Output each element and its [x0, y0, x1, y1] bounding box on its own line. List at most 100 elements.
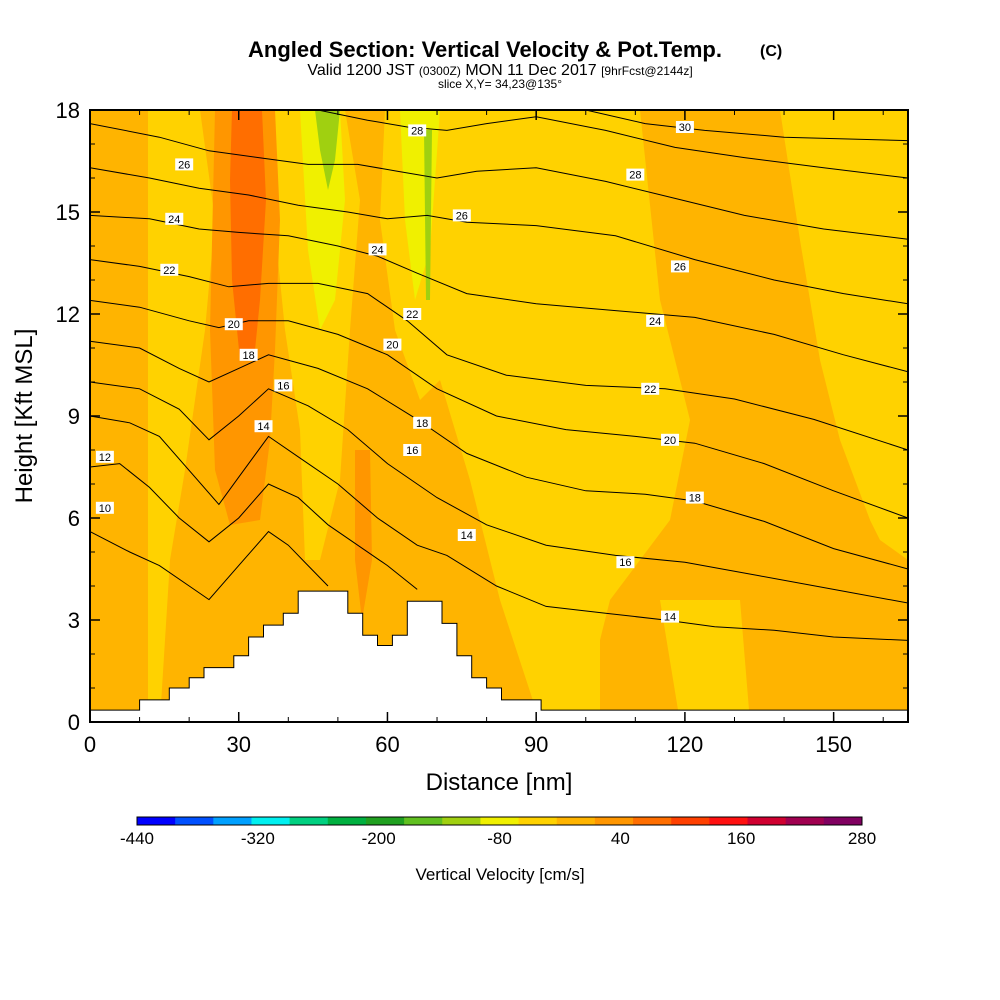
contour-label-bg	[403, 308, 422, 320]
field-band-orange-right	[640, 110, 870, 560]
contour-label: 22	[641, 382, 660, 396]
contour-label-bg	[165, 212, 184, 225]
theta-contour-line	[585, 110, 908, 142]
y-tick-label: 9	[68, 404, 80, 429]
x-tick-label: 150	[815, 732, 852, 757]
colorbar-swatch	[442, 817, 481, 825]
contour-label: 16	[616, 556, 635, 569]
contour-label-text: 30	[679, 122, 691, 134]
contour-label-text: 18	[689, 493, 701, 505]
colorbar-frame	[136, 816, 863, 826]
contour-label-bg	[383, 338, 402, 351]
colorbar-swatch	[747, 817, 787, 825]
x-tick-label: 60	[375, 732, 399, 757]
contour-label: 26	[670, 260, 689, 273]
contour-label: 24	[165, 212, 184, 226]
contour-label-text: 26	[674, 261, 686, 273]
colorbar: -440 -320 -200 -80 40 160 280	[120, 816, 876, 848]
colorbar-swatch	[823, 817, 863, 825]
y-axis-ticks: 0 3 6 9 12 15 18	[56, 98, 908, 735]
contour-label-text: 24	[649, 316, 661, 328]
chart-unit-tag: (C)	[760, 43, 782, 60]
colorbar-tick-label: 40	[611, 829, 630, 848]
contour-label-text: 14	[461, 530, 473, 542]
chart-subtitle: Valid 1200 JST (0300Z) MON 11 Dec 2017 […	[307, 62, 692, 79]
contour-label-bg	[457, 529, 476, 541]
contour-label-text: 26	[178, 159, 190, 171]
colorbar-tick-label: 280	[848, 829, 876, 848]
contour-label: 28	[408, 124, 427, 137]
field-band-yellow-left	[148, 110, 215, 720]
contour-label: 28	[626, 168, 645, 182]
field-band-red	[230, 110, 266, 360]
contour-label-bg	[95, 450, 114, 463]
contour-label-text: 16	[277, 380, 289, 392]
theta-contours	[90, 110, 908, 641]
contour-label-bg	[403, 444, 422, 456]
y-tick-label: 15	[56, 200, 80, 225]
colorbar-swatch	[404, 817, 443, 825]
x-tick-label: 30	[226, 732, 250, 757]
contour-label-bg	[368, 243, 387, 256]
theta-contour-line	[90, 214, 908, 373]
colorbar-swatch	[175, 817, 214, 825]
x-tick-label: 90	[524, 732, 548, 757]
theta-contour-line	[90, 530, 329, 601]
x-tick-label: 120	[667, 732, 704, 757]
field-band-orange-low	[355, 450, 372, 620]
contour-label-bg	[254, 420, 273, 433]
contour-label-bg	[175, 158, 194, 171]
contour-label-text: 18	[243, 350, 255, 362]
theta-contour-line	[90, 463, 418, 590]
y-tick-label: 12	[56, 302, 80, 327]
contour-label-bg	[224, 318, 243, 331]
colorbar-swatch	[671, 817, 710, 825]
contour-label: 20	[661, 433, 680, 447]
contour-label-text: 22	[644, 384, 656, 396]
contour-label-bg	[675, 121, 694, 133]
contour-label: 20	[383, 338, 402, 352]
contour-label-text: 26	[456, 210, 468, 222]
terrain-mask	[89, 590, 909, 723]
contour-label-text: 24	[371, 244, 383, 256]
contour-label-bg	[239, 348, 258, 361]
contour-label: 18	[413, 416, 432, 430]
x-axis-ticks: 0 30 60 90 120 150	[84, 110, 884, 757]
y-tick-label: 18	[56, 98, 80, 123]
colorbar-tick-label: -80	[487, 829, 512, 848]
contour-label: 18	[239, 348, 258, 362]
chart-title: Angled Section: Vertical Velocity & Pot.…	[248, 37, 722, 62]
contour-label-text: 12	[99, 452, 111, 464]
contour-label-text: 20	[386, 340, 398, 352]
contour-label-bg	[641, 382, 660, 395]
contour-label-bg	[626, 168, 645, 181]
contour-label-text: 28	[411, 125, 423, 137]
contour-label: 26	[175, 158, 194, 171]
contour-label: 14	[457, 529, 476, 542]
contour-label-text: 22	[163, 265, 175, 277]
contour-label-text: 10	[99, 503, 111, 515]
contour-label: 22	[160, 263, 179, 277]
x-axis-label: Distance [nm]	[426, 769, 573, 796]
contour-label-bg	[670, 260, 689, 273]
contour-label: 16	[274, 379, 293, 392]
colorbar-swatch	[633, 817, 672, 825]
contour-label-bg	[95, 501, 114, 514]
colorbar-tick-label: 160	[727, 829, 755, 848]
theta-contour-line	[90, 381, 908, 604]
colorbar-swatch	[556, 817, 596, 825]
colorbar-swatch	[251, 817, 291, 825]
contour-label-bg	[661, 433, 680, 446]
contour-label-text: 14	[664, 612, 676, 624]
valid-prefix: Valid 1200 JST	[307, 62, 415, 79]
theta-contour-line	[90, 259, 908, 451]
theta-contour-line	[90, 299, 908, 519]
contour-label-bg	[160, 263, 179, 276]
contour-label-text: 20	[228, 319, 240, 331]
forecast-tag: [9hrFcst@2144z]	[601, 64, 693, 78]
contour-label: 24	[646, 314, 665, 328]
contour-label-text: 16	[406, 445, 418, 457]
colorbar-label: Vertical Velocity [cm/s]	[415, 865, 584, 884]
slice-info: slice X,Y= 34,23@135°	[438, 77, 562, 91]
